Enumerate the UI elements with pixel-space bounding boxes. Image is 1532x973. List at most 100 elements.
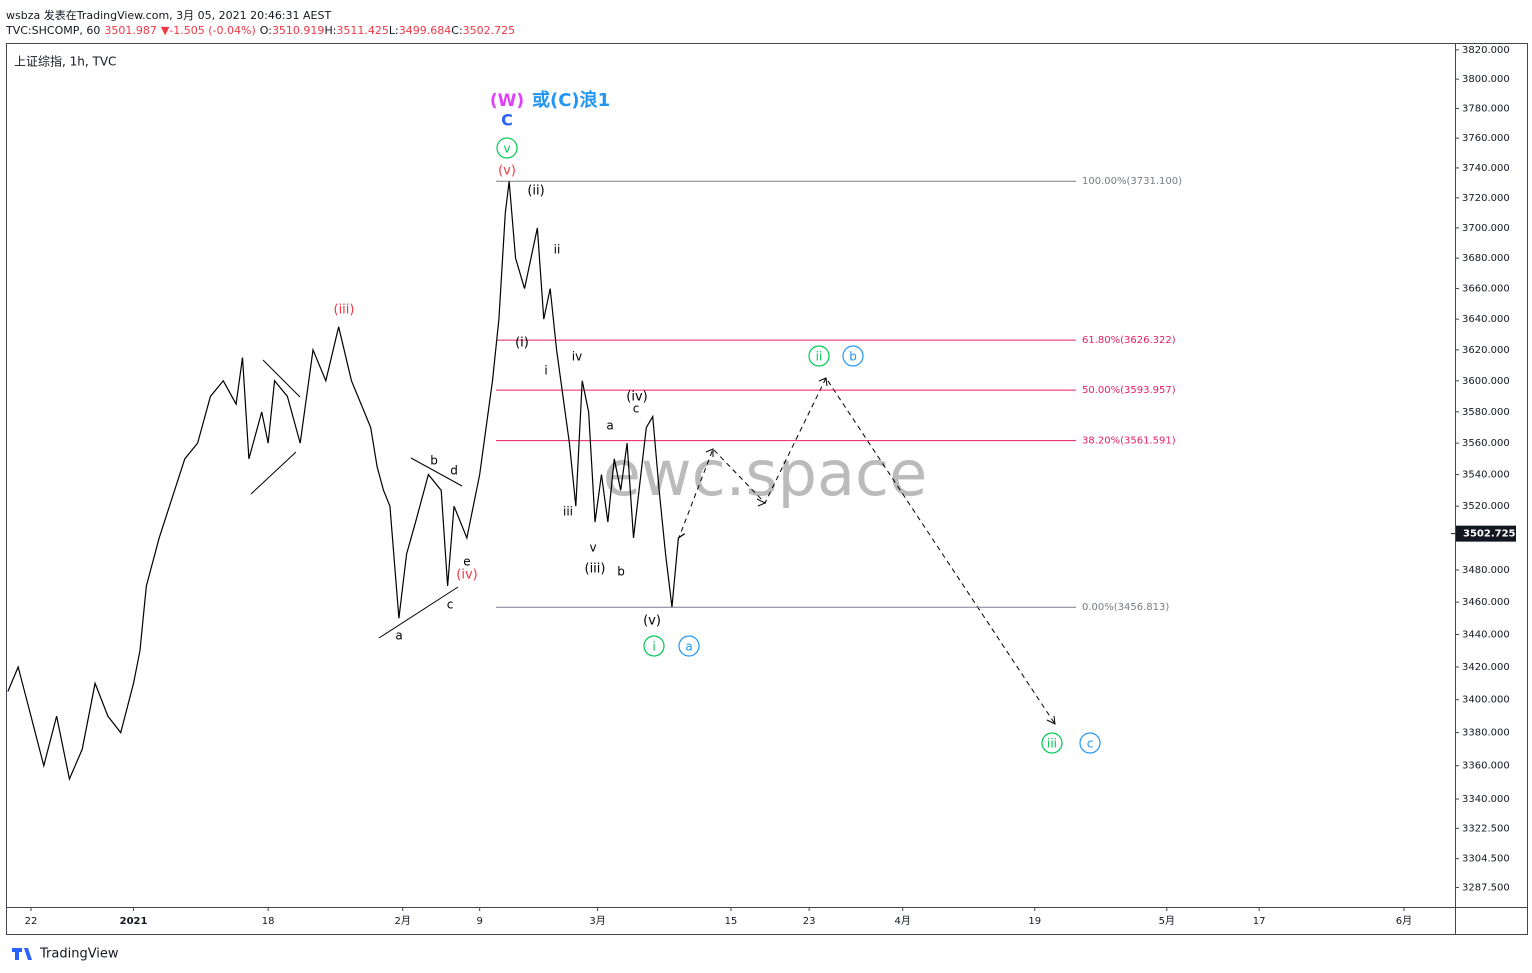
y-tick-label: 3420.000 (1462, 662, 1510, 673)
projection-arrowheads (705, 377, 1056, 725)
x-tick-label: 9 (476, 916, 482, 927)
y-tick-label: 3340.000 (1462, 794, 1510, 805)
y-tick-label: 3600.000 (1462, 376, 1510, 387)
y-tick-label: 3560.000 (1462, 438, 1510, 449)
frame (6, 43, 1528, 935)
wave-label: a (606, 419, 613, 433)
x-tick-label: 2月 (395, 915, 411, 927)
wave-label: c (1087, 737, 1094, 751)
footer-brand: TradingView (39, 947, 119, 962)
y-tick-label: 3820.000 (1462, 45, 1510, 56)
quote-part: -1.505 (-0.04%) (169, 24, 256, 37)
wave-label: c (447, 598, 454, 612)
x-tick-label: 2021 (120, 916, 148, 927)
y-tick-label: 3287.500 (1462, 882, 1510, 893)
y-tick-label: 3304.500 (1462, 854, 1510, 865)
wave-label: C (501, 111, 513, 130)
y-tick-label: 3480.000 (1462, 565, 1510, 576)
wave-label: ii (816, 350, 823, 364)
wave-label: b (617, 565, 625, 579)
y-tick-label: 3800.000 (1462, 74, 1510, 85)
quote-part: 3502.725 (462, 24, 516, 37)
x-tick-label: 19 (1028, 916, 1041, 927)
y-tick-label: 3322.500 (1462, 823, 1510, 834)
y-tick-label: 3380.000 (1462, 728, 1510, 739)
wave-label: i (652, 640, 655, 654)
wave-label: (iv) (456, 568, 477, 583)
quote-part: C: (451, 24, 463, 37)
wave-label: b (849, 350, 857, 364)
chart-title: 上证综指, 1h, TVC (14, 54, 116, 69)
wave-label: c (633, 402, 640, 416)
y-tick-label: 3440.000 (1462, 629, 1510, 640)
fib-level-label: 50.00%(3593.957) (1082, 385, 1176, 396)
wave-circle (1079, 732, 1101, 754)
wave-label: v (503, 142, 510, 156)
x-tick-label: 18 (262, 916, 275, 927)
y-tick-label: 3660.000 (1462, 284, 1510, 295)
x-tick-label: 6月 (1396, 915, 1412, 927)
wave-label: d (450, 464, 458, 478)
wave-circle (643, 635, 665, 657)
quote-part: 3511.425 (336, 24, 389, 37)
y-tick-label: 3540.000 (1462, 470, 1510, 481)
wave-label: (i) (515, 336, 529, 351)
x-tick-label: 3月 (589, 915, 605, 927)
y-tick-label: 3520.000 (1462, 501, 1510, 512)
wave-label: (W) (490, 91, 524, 111)
last-price-label: 3502.725 (1463, 529, 1516, 540)
wave-label: 或(C)浪1 (532, 89, 610, 111)
wave-label: a (685, 640, 692, 654)
quote-line: TVC:SHCOMP, 60 3501.987 ▼-1.505 (-0.04%) O:… (6, 24, 515, 37)
y-tick-label: 3360.000 (1462, 761, 1510, 772)
wave-label: (v) (498, 164, 516, 179)
quote-part: ▼ (160, 24, 170, 37)
quote-part: TVC:SHCOMP, 60 (6, 24, 101, 37)
triangles (250, 359, 463, 639)
wave-circle (842, 345, 864, 367)
y-tick-label: 3680.000 (1462, 253, 1510, 264)
wave-label: (v) (643, 614, 661, 629)
wave-circle (678, 635, 700, 657)
x-tick-label: 17 (1253, 916, 1266, 927)
wave-label: iii (1047, 737, 1057, 751)
watermark: ewc.space (603, 437, 928, 510)
quote-part: O: (259, 24, 272, 37)
wave-label: (ii) (527, 184, 544, 199)
wave-label: (iii) (585, 562, 606, 577)
quote-part: 3501.987 (104, 24, 157, 37)
wave-label: a (395, 629, 402, 643)
y-tick-label: 3460.000 (1462, 597, 1510, 608)
wave-label: (iv) (626, 390, 647, 405)
wave-label: v (589, 541, 596, 555)
wave-label: iii (563, 505, 573, 519)
y-tick-label: 3780.000 (1462, 104, 1510, 115)
y-tick-label: 3580.000 (1462, 407, 1510, 418)
wave-label: b (430, 454, 438, 468)
price-line (7, 181, 686, 782)
fib-level-label: 100.00%(3731.100) (1082, 176, 1182, 187)
y-tick-label: 3760.000 (1462, 133, 1510, 144)
quote-part: 3510.919 (271, 24, 325, 37)
wave-label: i (544, 364, 547, 378)
quote-part: H: (324, 24, 337, 37)
last-price-box (1456, 525, 1516, 542)
author-line: wsbza 发表在TradingView.com, 3月 05, 2021 20… (6, 9, 332, 22)
x-tick-label: 15 (725, 916, 738, 927)
fib-level-label: 38.20%(3561.591) (1082, 436, 1176, 447)
fib-level-label: 0.00%(3456.813) (1082, 602, 1169, 613)
y-tick-label: 3640.000 (1462, 314, 1510, 325)
footer-logo (12, 948, 32, 960)
y-tick-label: 3700.000 (1462, 223, 1510, 234)
y-tick-label: 3400.000 (1462, 695, 1510, 706)
y-tick-label: 3720.000 (1462, 193, 1510, 204)
x-tick-label: 22 (25, 916, 38, 927)
x-tick-label: 5月 (1159, 915, 1175, 927)
wave-circle (808, 345, 830, 367)
x-tick-label: 4月 (895, 915, 911, 927)
quote-part: 3499.684 (398, 24, 452, 37)
wave-label: ii (554, 243, 561, 257)
y-tick-label: 3620.000 (1462, 345, 1510, 356)
